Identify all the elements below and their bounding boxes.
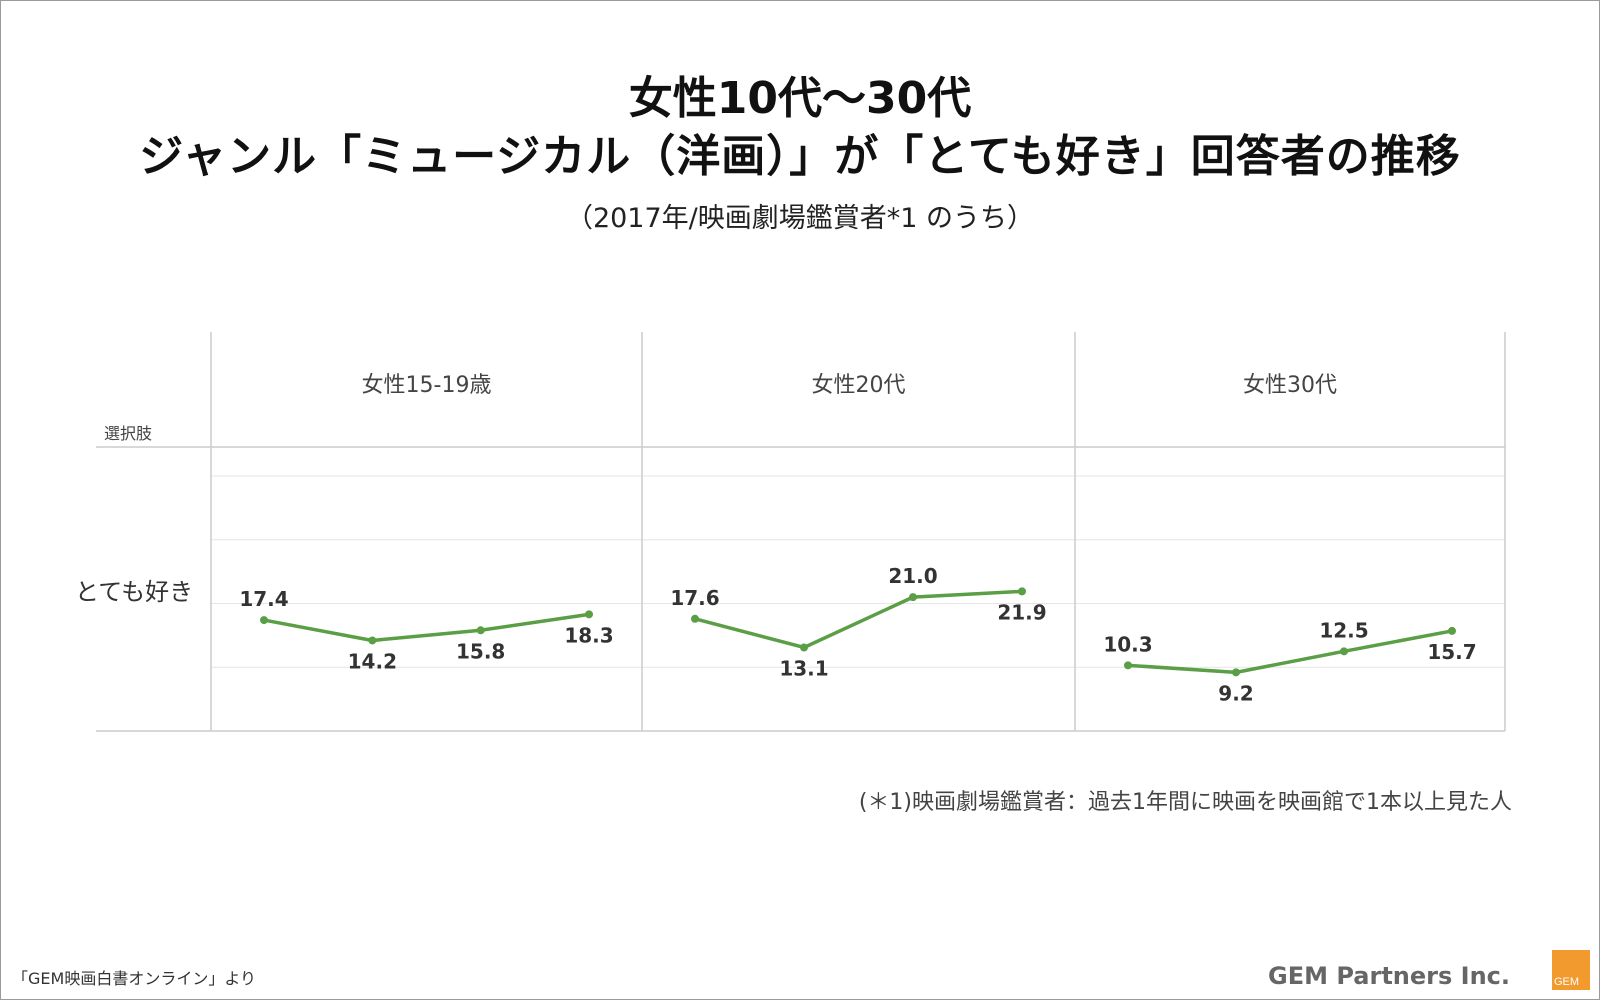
data-label: 10.3 [1103,632,1152,656]
data-point [1232,668,1240,677]
logo-text: GEM [1554,976,1580,988]
row-label: とても好き [75,578,193,606]
series-line [1126,629,1454,675]
brand-name: GEM Partners Inc. [1268,962,1510,990]
series-line [262,612,591,643]
data-point [691,614,699,623]
chart-title-line1: 女性10代〜30代 [628,73,972,124]
data-point [585,610,593,619]
data-label: 13.1 [779,656,828,680]
panel-label: 女性20代 [812,373,906,398]
source-note: 「GEM映画白書オンライン」より [12,969,256,988]
data-label: 15.7 [1427,640,1476,664]
data-point [800,643,808,652]
gem-logo: GEM [1552,950,1590,990]
data-point [1448,626,1456,635]
data-label: 9.2 [1218,681,1253,705]
series-line [693,589,1024,650]
data-point [368,636,377,645]
data-point [909,593,917,602]
data-point [260,616,268,625]
chart-title-line2: ジャンル「ミュージカル（洋画）」が「とても好き」回答者の推移 [139,131,1461,182]
data-point [1340,647,1348,656]
panel-label: 女性30代 [1243,373,1337,398]
data-label: 18.3 [564,623,613,647]
data-point [1018,587,1026,596]
data-point [476,626,485,635]
panel-label: 女性15-19歳 [362,373,492,398]
data-point [1124,661,1132,670]
data-label: 21.9 [997,600,1046,624]
chart-subtitle: （2017年/映画劇場鑑賞者*1 のうち） [565,203,1035,234]
choice-header: 選択肢 [104,424,152,443]
data-label: 21.0 [888,564,937,588]
data-label: 17.4 [239,587,288,611]
footnote: (＊1)映画劇場鑑賞者：過去1年間に映画を映画館で1本以上見た人 [858,790,1512,815]
data-label: 14.2 [348,649,397,673]
data-label: 15.8 [456,639,505,663]
data-label: 17.6 [670,586,719,610]
data-label: 12.5 [1319,618,1368,642]
